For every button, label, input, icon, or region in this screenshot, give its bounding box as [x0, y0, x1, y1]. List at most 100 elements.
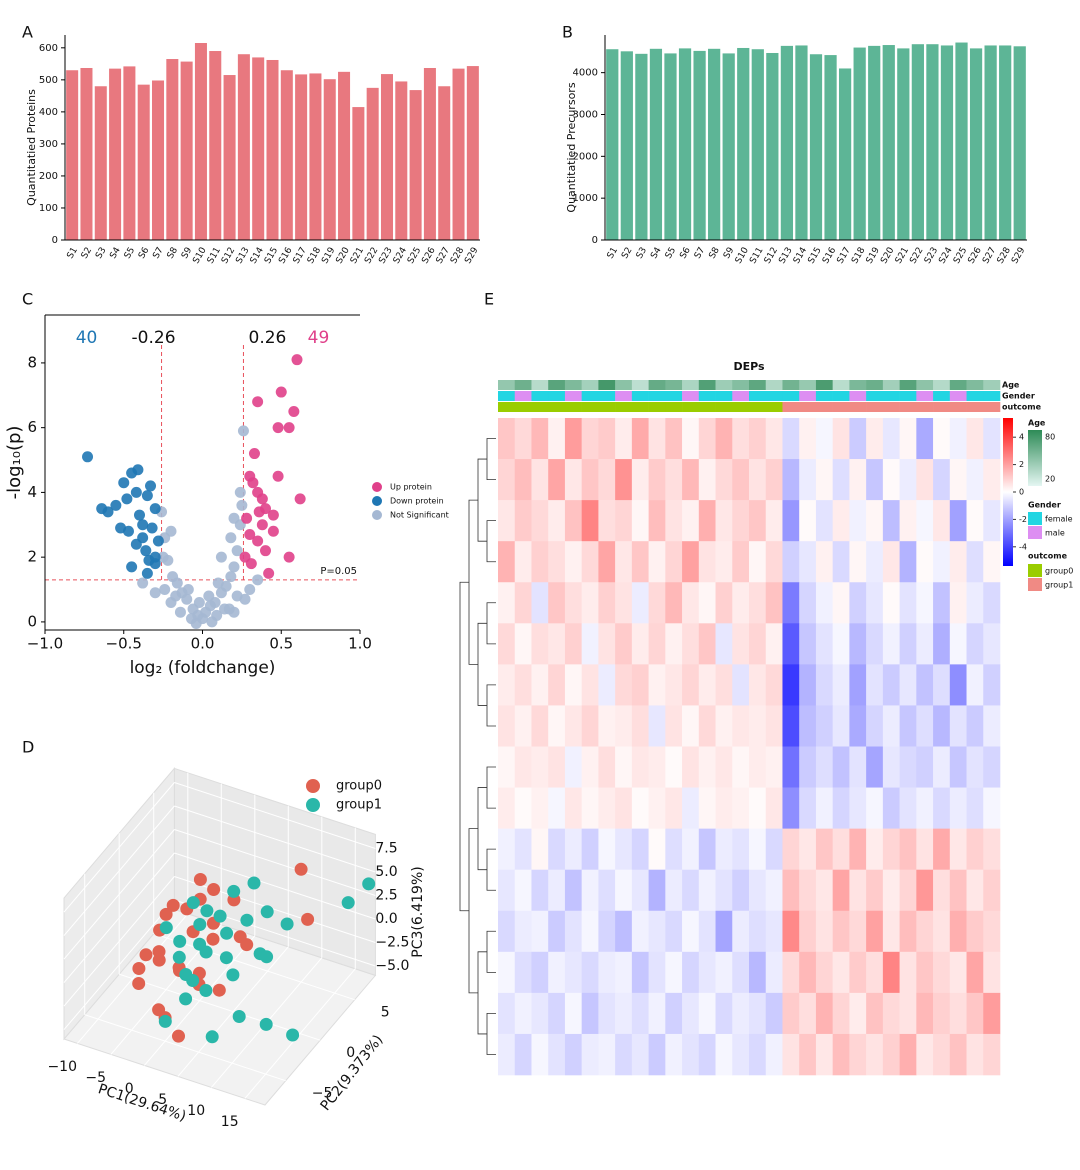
- heat-cell: [531, 705, 549, 747]
- bar: [380, 74, 393, 240]
- heat-cell: [581, 418, 599, 460]
- heat-cell: [631, 459, 649, 501]
- heat-cell: [732, 746, 750, 788]
- y-tick-label: 300: [39, 139, 58, 150]
- heat-cell: [966, 459, 984, 501]
- heat-cell: [665, 992, 683, 1035]
- heat-cell: [581, 664, 599, 706]
- heat-cell: [514, 582, 532, 624]
- x-tick-label: S25: [406, 246, 423, 266]
- heat-cell: [916, 828, 934, 870]
- point: [260, 950, 274, 964]
- heat-cell: [749, 869, 767, 912]
- heat-cell: [799, 664, 817, 706]
- gender-cell: [933, 391, 951, 401]
- heat-cell: [832, 951, 850, 994]
- heat-cell: [698, 828, 716, 870]
- heat-cell: [832, 828, 850, 870]
- heat-cell: [949, 910, 967, 953]
- heat-cell: [531, 910, 549, 953]
- gender-cell: [598, 391, 616, 401]
- heat-cell: [598, 869, 616, 912]
- heat-cell: [732, 951, 750, 994]
- heat-cell: [665, 1033, 683, 1076]
- heat-cell: [832, 582, 850, 624]
- point: [205, 1030, 219, 1044]
- heat-cell: [966, 500, 984, 542]
- heat-cell: [682, 582, 700, 624]
- colorbar-label: 2: [1019, 460, 1024, 469]
- outcome-cell: [749, 402, 767, 412]
- grid-line: [174, 829, 376, 896]
- x-tick-label: S28: [449, 246, 466, 266]
- x-tick-label: S10: [191, 246, 208, 266]
- heat-cell: [514, 1033, 532, 1076]
- heat-cell: [682, 705, 700, 747]
- y-tick-label: 600: [39, 43, 58, 54]
- y-tick-label: 0: [346, 1045, 355, 1061]
- point: [291, 354, 303, 366]
- heat-cell: [548, 541, 566, 583]
- point: [237, 425, 249, 437]
- heat-cell: [581, 623, 599, 665]
- point: [140, 545, 152, 557]
- heat-cell: [665, 582, 683, 624]
- heat-cell: [698, 705, 716, 747]
- legend-swatch: [1028, 526, 1042, 539]
- age-cell: [615, 380, 633, 390]
- heat-cell: [899, 459, 917, 501]
- legend-label: group0: [1045, 567, 1073, 576]
- heat-cell: [866, 1033, 884, 1076]
- bar: [911, 44, 924, 240]
- outcome-cell: [531, 402, 549, 412]
- heat-cell: [548, 623, 566, 665]
- heat-cell: [916, 500, 934, 542]
- bar: [366, 87, 379, 240]
- heat-cell: [715, 951, 733, 994]
- heat-cell: [564, 951, 582, 994]
- heat-cell: [832, 869, 850, 912]
- heat-cell: [514, 705, 532, 747]
- heat-cell: [949, 459, 967, 501]
- outcome-cell: [765, 402, 783, 412]
- z-tick-label: −5.0: [375, 958, 409, 974]
- heat-cell: [815, 992, 833, 1035]
- heat-cell: [581, 1033, 599, 1076]
- outcome-cell: [933, 402, 951, 412]
- point: [159, 921, 173, 935]
- heat-cell: [581, 828, 599, 870]
- point: [301, 912, 315, 926]
- point: [170, 590, 182, 602]
- heat-cell: [698, 992, 716, 1035]
- point: [256, 519, 268, 531]
- point: [263, 567, 275, 579]
- point: [149, 587, 161, 599]
- heat-cell: [866, 705, 884, 747]
- heat-cell: [983, 746, 1001, 788]
- heat-cell: [899, 664, 917, 706]
- point: [228, 561, 240, 573]
- dendrogram: [486, 1013, 496, 1055]
- heat-cell: [615, 459, 633, 501]
- heat-cell: [698, 500, 716, 542]
- x-tick-label: −5: [85, 1070, 106, 1086]
- heat-cell: [548, 459, 566, 501]
- heat-cell: [665, 951, 683, 994]
- heat-cell: [749, 910, 767, 953]
- gender-cell: [698, 391, 716, 401]
- heat-cell: [648, 705, 666, 747]
- heat-cell: [498, 910, 516, 953]
- heat-cell: [815, 869, 833, 912]
- heat-cell: [531, 541, 549, 583]
- heat-cell: [548, 500, 566, 542]
- point: [122, 525, 134, 537]
- heat-cell: [782, 582, 800, 624]
- heat-cell: [815, 828, 833, 870]
- point: [253, 506, 265, 518]
- heat-cell: [648, 623, 666, 665]
- heat-cell: [983, 705, 1001, 747]
- outcome-cell: [564, 402, 582, 412]
- heat-cell: [732, 459, 750, 501]
- x-tick-label: 0.0: [191, 635, 215, 653]
- heat-cell: [548, 787, 566, 829]
